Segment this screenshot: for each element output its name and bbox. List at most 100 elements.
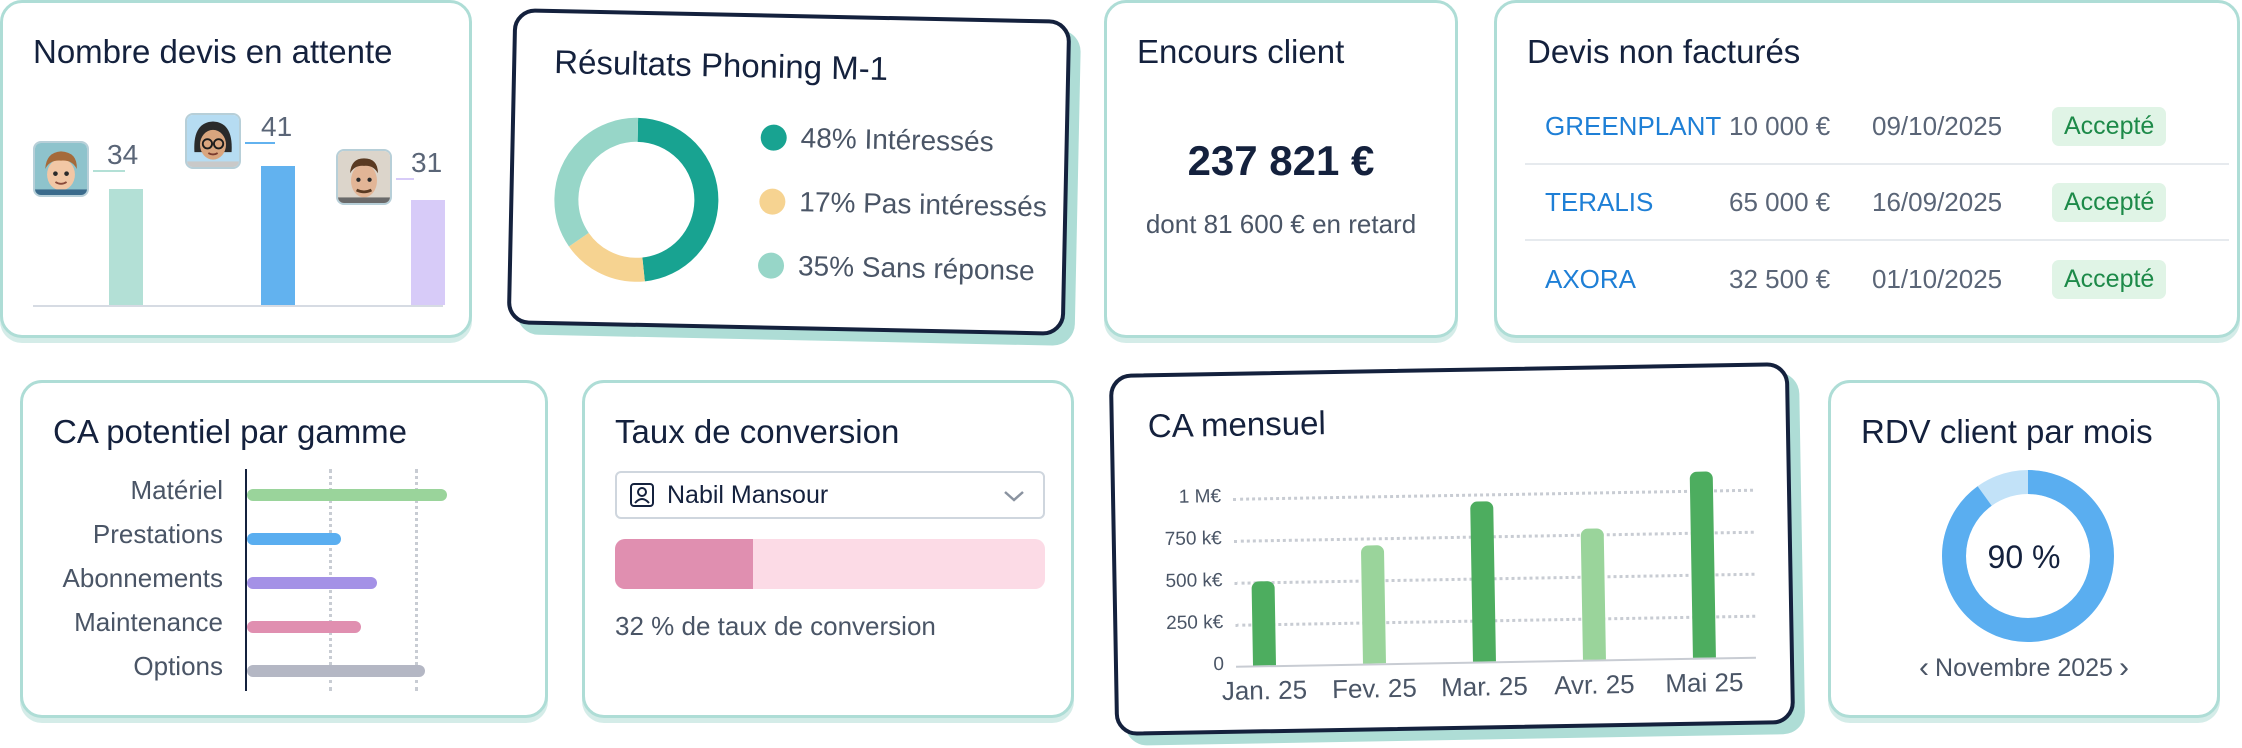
legend-dot — [757, 252, 785, 279]
chevron-left-icon[interactable]: ‹ — [1919, 651, 1930, 684]
phoning-card: Résultats Phoning M-1 48% Intéressés 17%… — [506, 8, 1072, 336]
rdv-percent: 90 % — [1987, 539, 2061, 575]
status-badge: Accepté — [2052, 259, 2167, 299]
legend-label: 35% Sans réponse — [797, 250, 1035, 287]
client-link[interactable]: GREENPLANT — [1545, 110, 1722, 141]
gamme-bar — [247, 621, 361, 633]
y-tick-label: 500 k€ — [1165, 570, 1223, 593]
x-tick-label: Fev. 25 — [1331, 672, 1418, 705]
legend-label: 48% Intéressés — [800, 122, 995, 158]
month-bar — [1470, 501, 1496, 662]
selected-user: Nabil Mansour — [667, 480, 829, 509]
x-tick-label: Mai 25 — [1665, 666, 1744, 699]
month-bar — [1580, 528, 1606, 660]
quote-amount: 10 000 € — [1729, 110, 1831, 141]
month-navigator: ‹ Novembre 2025 › — [1831, 651, 2217, 685]
quote-date: 01/10/2025 — [1872, 263, 2003, 294]
gamme-bar — [247, 489, 447, 501]
legend-sans-reponse: 35% Sans réponse — [757, 249, 1035, 287]
ca-mensuel-card: CA mensuel 0 250 k€ 500 k€ 750 k€ 1 M€ Jan. 2… — [1108, 362, 1796, 736]
encours-late: dont 81 600 € en retard — [1145, 209, 1417, 239]
y-tick-label: 0 — [1213, 653, 1225, 676]
chevron-right-icon[interactable]: › — [2118, 651, 2129, 684]
conversion-title: Taux de conversion — [615, 413, 900, 450]
rdv-card: RDV client par mois 90 % ‹ Novembre 2025… — [1828, 380, 2220, 718]
devis-attente-baseline — [33, 305, 443, 307]
gamme-label: Abonnements — [62, 563, 223, 593]
ca-mensuel-title: CA mensuel — [1147, 404, 1327, 445]
legend-interesses: 48% Intéressés — [760, 121, 994, 158]
legend-dot — [760, 124, 787, 151]
x-tick-label: Mar. 25 — [1440, 670, 1529, 703]
gamme-bar — [247, 577, 377, 589]
quote-amount: 32 500 € — [1729, 263, 1831, 294]
y-tick-label: 1 M€ — [1178, 486, 1222, 508]
boy-avatar-icon — [33, 141, 89, 197]
conversion-progress — [615, 539, 1045, 589]
devis-nf-title: Devis non facturés — [1527, 33, 1801, 70]
month-label: Novembre 2025 — [1935, 653, 2113, 682]
table-row[interactable]: AXORA 32 500 € 01/10/2025 Accepté — [1525, 241, 2229, 317]
legend-label: 17% Pas intéressés — [799, 186, 1048, 223]
phoning-donut — [554, 117, 719, 282]
conversion-text: 32 % de taux de conversion — [615, 611, 936, 641]
ca-potentiel-card: CA potentiel par gamme Matériel Prestatio… — [20, 380, 548, 718]
bar-leader — [396, 178, 414, 180]
x-tick-label: Jan. 25 — [1221, 674, 1308, 707]
gamme-label: Options — [133, 651, 223, 681]
rdv-ring — [1942, 470, 2114, 642]
bar-value-label: 34 — [107, 139, 139, 170]
month-bar — [1251, 581, 1276, 666]
table-row[interactable]: GREENPLANT 10 000 € 09/10/2025 Accepté — [1525, 89, 2229, 165]
x-tick-label: Avr. 25 — [1553, 668, 1635, 701]
ca-potentiel-title: CA potentiel par gamme — [53, 413, 408, 450]
gamme-bar — [247, 533, 341, 545]
legend-dot — [759, 188, 786, 215]
gridline — [1233, 488, 1754, 501]
y-tick-label: 750 k€ — [1164, 528, 1222, 551]
gamme-axis — [245, 469, 247, 691]
devis-attente-card: Nombre devis en attente 34 41 31 — [0, 0, 472, 338]
bar-leader — [245, 142, 275, 144]
status-badge: Accepté — [2052, 182, 2167, 222]
bar-leader — [93, 170, 125, 172]
quote-date: 09/10/2025 — [1872, 110, 2003, 141]
encours-card: Encours client 237 821 € dont 81 600 € e… — [1104, 0, 1458, 338]
rdv-title: RDV client par mois — [1861, 413, 2153, 450]
gamme-gridline — [415, 469, 418, 691]
client-link[interactable]: TERALIS — [1545, 186, 1654, 217]
gamme-label: Maintenance — [74, 607, 223, 637]
donut-segment-1 — [554, 117, 719, 282]
devis-attente-title: Nombre devis en attente — [33, 33, 393, 70]
conversion-progress-fill — [615, 539, 753, 589]
chevron-down-icon — [1004, 491, 1024, 502]
month-bar — [1360, 545, 1386, 664]
gamme-label: Matériel — [130, 475, 223, 505]
gamme-bar — [247, 665, 425, 677]
phoning-title: Résultats Phoning M-1 — [553, 43, 889, 88]
quote-amount: 65 000 € — [1729, 186, 1831, 217]
legend-pas-interesses: 17% Pas intéressés — [759, 185, 1047, 223]
encours-amount: 237 821 € — [1187, 137, 1375, 184]
bar-value-label: 41 — [261, 111, 293, 142]
status-badge: Accepté — [2052, 106, 2167, 146]
quote-date: 16/09/2025 — [1872, 186, 2003, 217]
ca-mensuel-chart: 0 250 k€ 500 k€ 750 k€ 1 M€ Jan. 25 Fev. 25 Mar… — [1113, 366, 1785, 706]
conversion-card: Taux de conversion Nabil Mansour 32 % de… — [582, 380, 1074, 718]
encours-title: Encours client — [1137, 33, 1345, 70]
bar-devis-1 — [109, 189, 143, 305]
bar-devis-2 — [261, 165, 295, 305]
x-axis — [1236, 656, 1756, 668]
client-link[interactable]: AXORA — [1545, 263, 1637, 294]
devis-non-factures-card: Devis non facturés GREENPLANT 10 000 € 0… — [1494, 0, 2240, 338]
man-avatar-icon — [336, 149, 392, 205]
month-bar — [1689, 470, 1716, 658]
user-badge-icon — [630, 483, 654, 507]
bar-value-label: 31 — [411, 147, 443, 178]
table-row[interactable]: TERALIS 65 000 € 16/09/2025 Accepté — [1525, 165, 2229, 241]
y-tick-label: 250 k€ — [1166, 612, 1224, 634]
user-select[interactable]: Nabil Mansour — [615, 471, 1045, 519]
girl-glasses-avatar-icon — [185, 113, 241, 169]
bar-devis-3 — [411, 199, 445, 305]
donut-segment-0 — [554, 117, 719, 282]
